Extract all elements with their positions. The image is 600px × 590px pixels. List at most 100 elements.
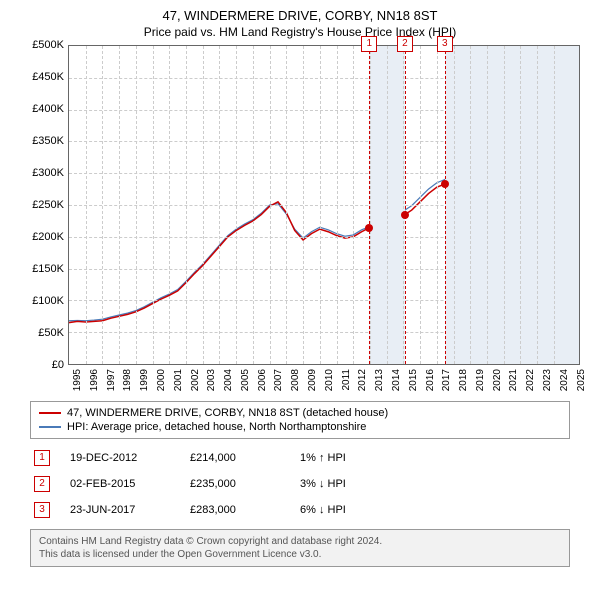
event-row: 3 23-JUN-2017 £283,000 6% ↓ HPI [30,497,570,523]
y-tick-label: £50K [38,327,64,339]
grid-v [219,46,220,364]
sale-dot [365,224,373,232]
legend-item: HPI: Average price, detached house, Nort… [39,420,561,434]
y-tick-label: £150K [32,263,64,275]
legend-label: HPI: Average price, detached house, Nort… [67,421,366,433]
grid-v [303,46,304,364]
marker-vline [445,46,446,364]
legend-label: 47, WINDERMERE DRIVE, CORBY, NN18 8ST (d… [67,407,388,419]
x-tick-label: 2019 [475,369,486,391]
x-tick-label: 1995 [72,369,83,391]
x-tick-label: 2018 [458,369,469,391]
x-tick-label: 2025 [576,369,587,391]
x-tick-label: 2011 [341,369,352,391]
y-tick-label: £300K [32,167,64,179]
event-pct: 3% ↓ HPI [300,478,390,490]
grid-v [454,46,455,364]
x-tick-label: 1999 [139,369,150,391]
grid-v [286,46,287,364]
event-pct: 6% ↓ HPI [300,504,390,516]
grid-v [520,46,521,364]
x-tick-label: 2010 [324,369,335,391]
grid-v [504,46,505,364]
footer-attribution: Contains HM Land Registry data © Crown c… [30,529,570,567]
x-tick-label: 2004 [223,369,234,391]
event-date: 19-DEC-2012 [70,452,170,464]
y-tick-label: £450K [32,71,64,83]
footer-line1: Contains HM Land Registry data © Crown c… [39,535,561,548]
y-tick-label: £350K [32,135,64,147]
x-tick-label: 2006 [257,369,268,391]
x-tick-label: 2009 [307,369,318,391]
grid-v [153,46,154,364]
y-tick-label: £200K [32,231,64,243]
grid-v [387,46,388,364]
x-tick-label: 2005 [240,369,251,391]
y-tick-label: £500K [32,39,64,51]
x-tick-label: 1998 [122,369,133,391]
x-axis: 1995199619971998199920002001200220032004… [68,365,580,395]
events-table: 1 19-DEC-2012 £214,000 1% ↑ HPI 2 02-FEB-2015… [30,445,570,523]
grid-v [487,46,488,364]
marker-vline [405,46,406,364]
x-tick-label: 2003 [206,369,217,391]
grid-v [253,46,254,364]
grid-v [119,46,120,364]
y-tick-label: £400K [32,103,64,115]
event-price: £214,000 [190,452,280,464]
grid-v [236,46,237,364]
grid-v [86,46,87,364]
shaded-region [445,46,579,364]
grid-v [320,46,321,364]
chart: £0£50K£100K£150K£200K£250K£300K£350K£400… [20,45,580,395]
x-tick-label: 2007 [273,369,284,391]
grid-v [270,46,271,364]
sale-dot [401,211,409,219]
grid-v [169,46,170,364]
x-tick-label: 2012 [357,369,368,391]
x-tick-label: 2014 [391,369,402,391]
grid-v [537,46,538,364]
event-row: 1 19-DEC-2012 £214,000 1% ↑ HPI [30,445,570,471]
y-tick-label: £100K [32,295,64,307]
x-tick-label: 2001 [173,369,184,391]
grid-v [437,46,438,364]
event-num-box: 2 [34,476,50,492]
page-subtitle: Price paid vs. HM Land Registry's House … [0,23,600,45]
event-num-box: 3 [34,502,50,518]
grid-v [136,46,137,364]
grid-v [353,46,354,364]
event-num-box: 1 [34,450,50,466]
legend-swatch [39,426,61,428]
marker-box: 2 [397,36,413,52]
x-tick-label: 1997 [106,369,117,391]
x-tick-label: 2021 [508,369,519,391]
event-price: £283,000 [190,504,280,516]
x-tick-label: 2008 [290,369,301,391]
event-date: 02-FEB-2015 [70,478,170,490]
x-tick-label: 2016 [425,369,436,391]
x-tick-label: 2013 [374,369,385,391]
marker-box: 3 [437,36,453,52]
grid-v [470,46,471,364]
plot-area: 123 [68,45,580,365]
sale-dot [441,180,449,188]
y-tick-label: £0 [52,359,64,371]
grid-v [337,46,338,364]
x-tick-label: 2015 [408,369,419,391]
legend-swatch [39,412,61,414]
grid-v [203,46,204,364]
legend-item: 47, WINDERMERE DRIVE, CORBY, NN18 8ST (d… [39,406,561,420]
grid-v [186,46,187,364]
grid-v [554,46,555,364]
x-tick-label: 2023 [542,369,553,391]
grid-v [102,46,103,364]
footer-line2: This data is licensed under the Open Gov… [39,548,561,561]
event-pct: 1% ↑ HPI [300,452,390,464]
y-axis: £0£50K£100K£150K£200K£250K£300K£350K£400… [20,45,68,395]
x-tick-label: 2017 [441,369,452,391]
x-tick-label: 2000 [156,369,167,391]
legend: 47, WINDERMERE DRIVE, CORBY, NN18 8ST (d… [30,401,570,439]
event-date: 23-JUN-2017 [70,504,170,516]
x-tick-label: 2020 [492,369,503,391]
